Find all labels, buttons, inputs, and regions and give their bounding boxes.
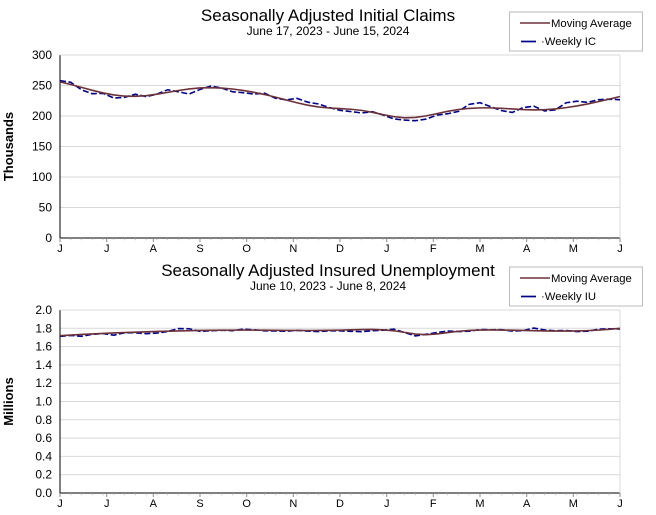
svg-text:M: M <box>475 498 484 510</box>
svg-text:June 10, 2023 - June 8, 2024: June 10, 2023 - June 8, 2024 <box>250 279 406 293</box>
svg-text:1.2: 1.2 <box>35 376 52 390</box>
svg-text:200: 200 <box>32 109 52 123</box>
svg-text:0.4: 0.4 <box>35 449 52 463</box>
svg-text:J: J <box>104 498 110 510</box>
svg-text:A: A <box>523 498 531 510</box>
svg-text:J: J <box>104 243 110 255</box>
svg-text:D: D <box>336 243 344 255</box>
svg-text:J: J <box>617 498 623 510</box>
svg-text:F: F <box>430 243 437 255</box>
svg-text:1.8: 1.8 <box>35 321 52 335</box>
svg-text:100: 100 <box>32 170 52 184</box>
svg-text:·Weekly IC: ·Weekly IC <box>541 36 596 48</box>
svg-text:A: A <box>150 243 158 255</box>
svg-text:2.0: 2.0 <box>35 303 52 317</box>
svg-text:J: J <box>57 498 63 510</box>
svg-text:S: S <box>196 243 203 255</box>
svg-text:·Weekly IU: ·Weekly IU <box>541 291 596 303</box>
svg-text:0.6: 0.6 <box>35 431 52 445</box>
svg-text:1.0: 1.0 <box>35 395 52 409</box>
svg-text:Moving Average: Moving Average <box>551 18 632 30</box>
svg-text:F: F <box>430 498 437 510</box>
svg-text:N: N <box>289 243 297 255</box>
svg-text:June 17, 2023 - June 15, 2024: June 17, 2023 - June 15, 2024 <box>247 24 410 38</box>
svg-text:O: O <box>242 243 251 255</box>
svg-text:Millions: Millions <box>1 377 16 425</box>
svg-text:1.4: 1.4 <box>35 358 52 372</box>
svg-text:Thousands: Thousands <box>1 112 16 181</box>
svg-text:O: O <box>242 498 251 510</box>
svg-text:0: 0 <box>45 231 52 245</box>
svg-text:0.2: 0.2 <box>35 468 52 482</box>
svg-text:J: J <box>617 243 623 255</box>
svg-text:250: 250 <box>32 79 52 93</box>
svg-text:M: M <box>569 498 578 510</box>
svg-text:1.6: 1.6 <box>35 340 52 354</box>
svg-text:150: 150 <box>32 140 52 154</box>
svg-text:0.0: 0.0 <box>35 486 52 500</box>
svg-text:0.8: 0.8 <box>35 413 52 427</box>
svg-text:D: D <box>336 498 344 510</box>
svg-text:J: J <box>57 243 63 255</box>
svg-text:M: M <box>569 243 578 255</box>
svg-text:J: J <box>384 243 390 255</box>
svg-text:Seasonally Adjusted Initial Cl: Seasonally Adjusted Initial Claims <box>201 6 455 25</box>
svg-text:S: S <box>196 498 203 510</box>
svg-text:50: 50 <box>39 201 53 215</box>
svg-text:A: A <box>150 498 158 510</box>
svg-text:Moving Average: Moving Average <box>551 273 632 285</box>
svg-text:J: J <box>384 498 390 510</box>
svg-text:Seasonally Adjusted Insured Un: Seasonally Adjusted Insured Unemployment <box>161 261 495 280</box>
svg-text:N: N <box>289 498 297 510</box>
svg-text:A: A <box>523 243 531 255</box>
svg-text:300: 300 <box>32 48 52 62</box>
svg-text:M: M <box>475 243 484 255</box>
